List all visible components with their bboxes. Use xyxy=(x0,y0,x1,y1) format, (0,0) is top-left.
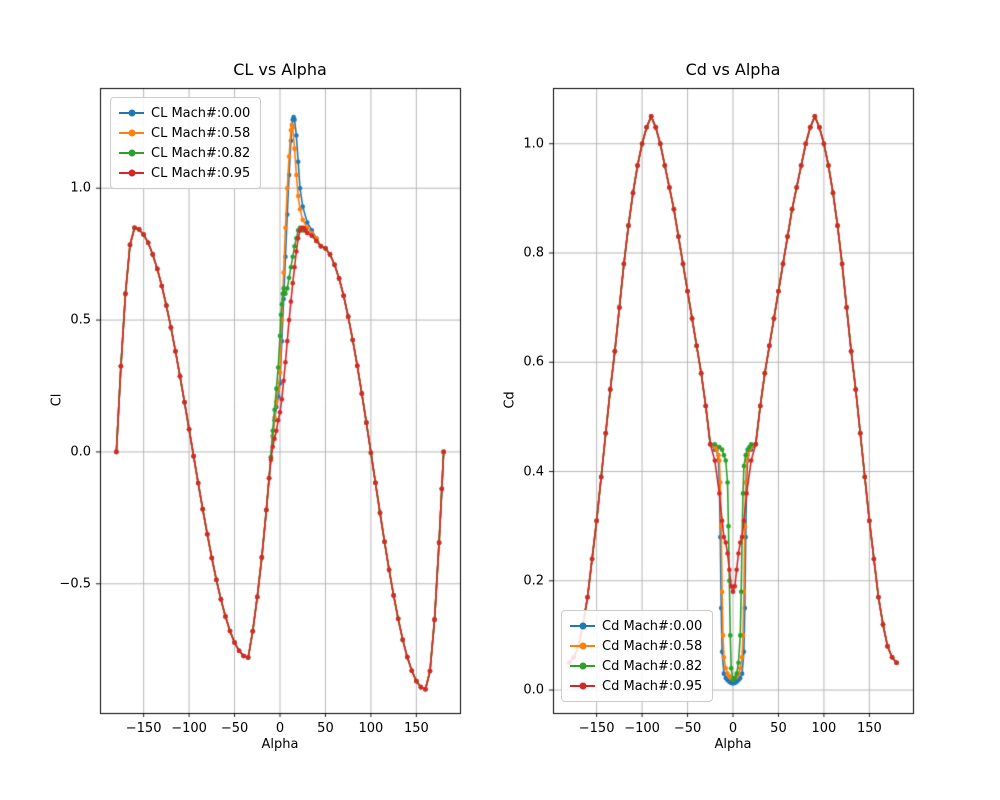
legend-marker-dot xyxy=(579,682,586,690)
y-tick-label: 0.4 xyxy=(523,464,544,480)
x-tick-label: −150 xyxy=(125,721,162,736)
legend-marker-dot xyxy=(128,149,135,157)
y-tick-label: 0.8 xyxy=(523,245,544,261)
legend-marker-dot xyxy=(128,129,135,137)
legend-marker-dot xyxy=(579,622,586,630)
x-tick-label: −50 xyxy=(220,721,249,736)
y-tick-label: 0.0 xyxy=(70,444,91,460)
y-tick-label: 1.0 xyxy=(523,136,544,152)
legend-marker-dot xyxy=(128,169,135,177)
legend-cl: CL Mach#:0.00 CL Mach#:0.58 CL Mach#:0.82 C… xyxy=(110,97,262,189)
x-tick-label: 0 xyxy=(728,721,738,736)
x-axis-label-cd: Alpha xyxy=(714,737,752,752)
legend-label: Cd Mach#:0.82 xyxy=(602,658,703,674)
legend-label: Cd Mach#:0.95 xyxy=(602,678,703,694)
legend-line-swatch xyxy=(570,682,595,690)
x-tick-label: 150 xyxy=(856,721,882,736)
legend-line-swatch xyxy=(119,149,144,157)
y-axis-label-cl: Cl xyxy=(49,393,65,407)
legend-cd: Cd Mach#:0.00 Cd Mach#:0.58 Cd Mach#:0.82 C… xyxy=(561,610,714,702)
legend-entry: CL Mach#:0.58 xyxy=(119,123,250,143)
legend-line-swatch xyxy=(119,169,144,177)
x-tick-label: −100 xyxy=(624,721,660,736)
y-tick-label: 1.0 xyxy=(70,180,91,196)
x-tick-label: −150 xyxy=(578,721,615,736)
x-axis-label-cl: Alpha xyxy=(261,737,299,752)
legend-marker-dot xyxy=(128,109,135,117)
x-tick-label: 100 xyxy=(358,721,384,736)
y-tick-label: 0.2 xyxy=(523,573,544,589)
x-tick-label: 0 xyxy=(275,721,285,736)
legend-label: Cd Mach#:0.58 xyxy=(602,638,703,654)
chart-title-cd: Cd vs Alpha xyxy=(685,60,781,79)
x-tick-label: 50 xyxy=(317,721,334,736)
x-tick-label: −100 xyxy=(171,721,207,736)
x-tick-label: 100 xyxy=(811,721,837,736)
legend-line-swatch xyxy=(119,129,144,137)
legend-marker-dot xyxy=(579,662,586,670)
y-tick-label: −0.5 xyxy=(59,576,91,592)
y-tick-label: 0.0 xyxy=(523,682,544,698)
legend-label: CL Mach#:0.58 xyxy=(151,125,251,141)
legend-marker-dot xyxy=(579,642,586,650)
chart-title-cl: CL vs Alpha xyxy=(233,60,327,79)
legend-entry: CL Mach#:0.82 xyxy=(119,143,250,163)
y-tick-label: 0.6 xyxy=(523,354,544,370)
legend-entry: Cd Mach#:0.95 xyxy=(570,676,702,696)
legend-entry: Cd Mach#:0.58 xyxy=(570,636,702,656)
legend-entry: Cd Mach#:0.82 xyxy=(570,656,702,676)
legend-entry: CL Mach#:0.95 xyxy=(119,163,250,183)
x-tick-label: 150 xyxy=(403,721,429,736)
legend-label: CL Mach#:0.82 xyxy=(151,145,251,161)
legend-label: CL Mach#:0.00 xyxy=(151,105,251,121)
legend-label: Cd Mach#:0.00 xyxy=(602,618,703,634)
legend-line-swatch xyxy=(119,109,144,117)
y-tick-label: 0.5 xyxy=(70,312,91,328)
x-tick-label: −50 xyxy=(673,721,702,736)
legend-entry: Cd Mach#:0.00 xyxy=(570,616,702,636)
legend-line-swatch xyxy=(570,622,595,630)
legend-label: CL Mach#:0.95 xyxy=(151,165,251,181)
legend-entry: CL Mach#:0.00 xyxy=(119,103,250,123)
legend-line-swatch xyxy=(570,662,595,670)
y-axis-label-cd: Cd xyxy=(502,391,518,409)
x-tick-label: 50 xyxy=(770,721,787,736)
legend-line-swatch xyxy=(570,642,595,650)
